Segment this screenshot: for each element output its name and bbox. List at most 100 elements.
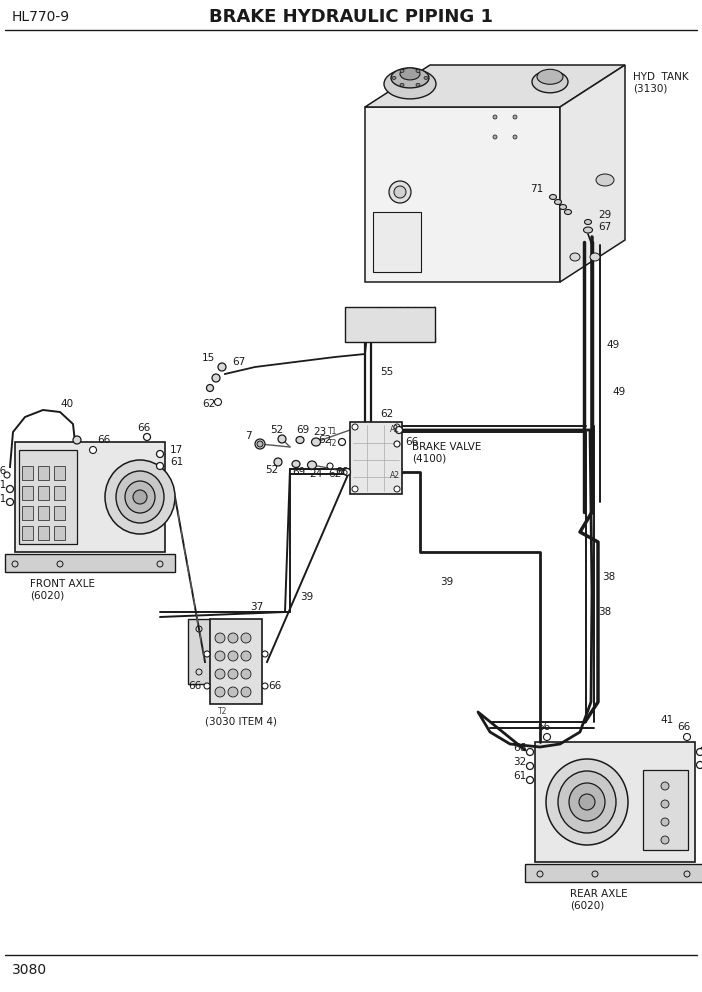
Bar: [38, 526, 49, 540]
Ellipse shape: [343, 468, 350, 475]
Ellipse shape: [143, 434, 150, 440]
Text: 62: 62: [202, 399, 216, 409]
Ellipse shape: [696, 749, 702, 756]
Text: 66: 66: [335, 467, 348, 477]
Ellipse shape: [204, 651, 210, 657]
Text: 67: 67: [232, 357, 245, 367]
Text: 66: 66: [405, 437, 418, 447]
Ellipse shape: [241, 651, 251, 661]
Bar: [22, 526, 33, 540]
Ellipse shape: [6, 485, 13, 492]
Text: 21: 21: [0, 480, 6, 490]
Ellipse shape: [352, 486, 358, 492]
Ellipse shape: [395, 427, 402, 434]
Ellipse shape: [513, 135, 517, 139]
Bar: [38, 486, 49, 500]
Text: 62: 62: [328, 469, 341, 479]
Ellipse shape: [558, 771, 616, 833]
Ellipse shape: [543, 733, 550, 740]
Bar: [54, 526, 65, 540]
Ellipse shape: [684, 733, 691, 740]
Ellipse shape: [204, 683, 210, 689]
Text: 3080: 3080: [12, 963, 47, 977]
Text: 66: 66: [0, 466, 6, 476]
Ellipse shape: [559, 204, 567, 209]
Ellipse shape: [206, 385, 213, 392]
Text: 49: 49: [606, 340, 619, 350]
Bar: [373, 212, 421, 272]
Text: 61: 61: [170, 457, 183, 467]
Ellipse shape: [564, 209, 571, 214]
Text: REAR AXLE
(6020): REAR AXLE (6020): [570, 889, 628, 911]
Ellipse shape: [661, 800, 669, 808]
Bar: [210, 619, 262, 704]
Text: HL770-9: HL770-9: [12, 10, 70, 24]
Ellipse shape: [391, 67, 429, 88]
Text: 49: 49: [612, 387, 625, 397]
Ellipse shape: [384, 68, 436, 99]
Bar: [54, 486, 65, 500]
Polygon shape: [560, 65, 625, 282]
Ellipse shape: [215, 687, 225, 697]
Ellipse shape: [537, 69, 563, 84]
Text: FRONT AXLE
(6020): FRONT AXLE (6020): [30, 579, 95, 601]
Ellipse shape: [157, 450, 164, 457]
Ellipse shape: [696, 762, 702, 769]
Ellipse shape: [394, 186, 406, 198]
Ellipse shape: [394, 424, 400, 430]
Ellipse shape: [133, 490, 147, 504]
Ellipse shape: [212, 374, 220, 382]
Bar: [5, 554, 175, 572]
Ellipse shape: [424, 76, 428, 79]
Ellipse shape: [215, 669, 225, 679]
Text: 37: 37: [250, 602, 263, 612]
Text: 66: 66: [188, 681, 201, 691]
Ellipse shape: [400, 83, 404, 86]
Ellipse shape: [228, 633, 238, 643]
Ellipse shape: [228, 669, 238, 679]
Ellipse shape: [394, 486, 400, 492]
Bar: [525, 864, 702, 882]
Ellipse shape: [416, 69, 420, 72]
Polygon shape: [365, 107, 560, 282]
Bar: [38, 466, 49, 480]
Text: 32: 32: [513, 757, 526, 767]
Text: T2: T2: [218, 707, 227, 716]
Ellipse shape: [394, 441, 400, 447]
Ellipse shape: [215, 633, 225, 643]
Text: 29: 29: [598, 210, 611, 220]
Ellipse shape: [262, 683, 268, 689]
Ellipse shape: [6, 499, 13, 506]
Text: 15: 15: [202, 353, 216, 363]
Ellipse shape: [292, 460, 300, 467]
Ellipse shape: [215, 651, 225, 661]
Bar: [22, 506, 33, 520]
Text: 40: 40: [60, 399, 73, 409]
Ellipse shape: [262, 651, 268, 657]
Bar: [54, 466, 65, 480]
Ellipse shape: [4, 472, 10, 478]
Ellipse shape: [296, 436, 304, 443]
Text: 69: 69: [292, 467, 305, 477]
Ellipse shape: [590, 253, 600, 261]
Ellipse shape: [125, 481, 155, 513]
Text: 55: 55: [380, 367, 393, 377]
Ellipse shape: [89, 446, 96, 453]
Ellipse shape: [116, 471, 164, 523]
Ellipse shape: [218, 363, 226, 371]
Bar: [643, 770, 688, 850]
Ellipse shape: [400, 67, 420, 80]
Text: 7: 7: [245, 431, 251, 441]
Text: 62: 62: [318, 435, 331, 445]
Text: 24: 24: [309, 469, 322, 479]
Text: (3030 ITEM 4): (3030 ITEM 4): [205, 717, 277, 727]
Text: 69: 69: [296, 425, 310, 435]
Ellipse shape: [546, 759, 628, 845]
Ellipse shape: [661, 782, 669, 790]
Bar: [19, 450, 77, 544]
Ellipse shape: [569, 783, 605, 821]
Ellipse shape: [228, 687, 238, 697]
Text: BRAKE VALVE
(4100): BRAKE VALVE (4100): [412, 442, 482, 464]
Text: 66: 66: [268, 681, 282, 691]
Bar: [188, 619, 210, 684]
